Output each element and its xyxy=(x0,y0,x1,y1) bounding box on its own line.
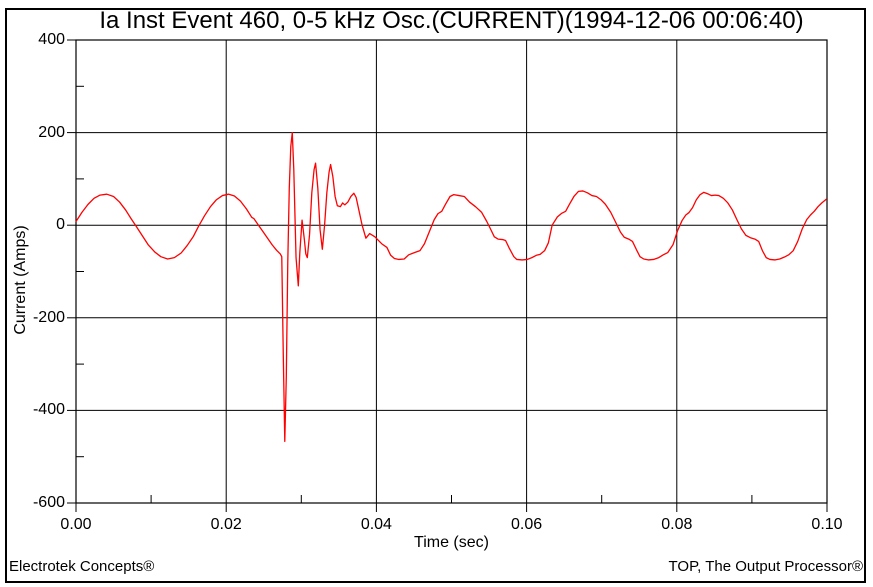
x-tick-label: 0.06 xyxy=(511,516,543,533)
chart-title: Ia Inst Event 460, 0-5 kHz Osc.(CURRENT)… xyxy=(99,7,804,34)
y-tick-label: 400 xyxy=(38,31,65,48)
window-frame xyxy=(5,8,866,583)
x-tick-label: 0.04 xyxy=(360,516,392,533)
y-tick-label: -400 xyxy=(32,401,65,419)
footer-brand-right: TOP, The Output Processor® xyxy=(668,558,863,575)
x-axis-label: Time (sec) xyxy=(414,534,489,551)
x-tick-label: 0.02 xyxy=(210,516,242,533)
plot-border xyxy=(75,39,828,504)
y-tick-label: 200 xyxy=(38,123,65,141)
current-waveform xyxy=(75,131,827,443)
y-tick-label: -200 xyxy=(32,308,65,326)
x-tick-label: 0.08 xyxy=(661,516,693,533)
y-tick-label: -600 xyxy=(32,494,65,511)
footer-brand-left: Electrotek Concepts® xyxy=(9,558,155,575)
x-tick-label: 0.10 xyxy=(811,516,843,533)
x-tick-label: 0.00 xyxy=(60,516,92,533)
y-tick-label: 0 xyxy=(56,216,65,234)
